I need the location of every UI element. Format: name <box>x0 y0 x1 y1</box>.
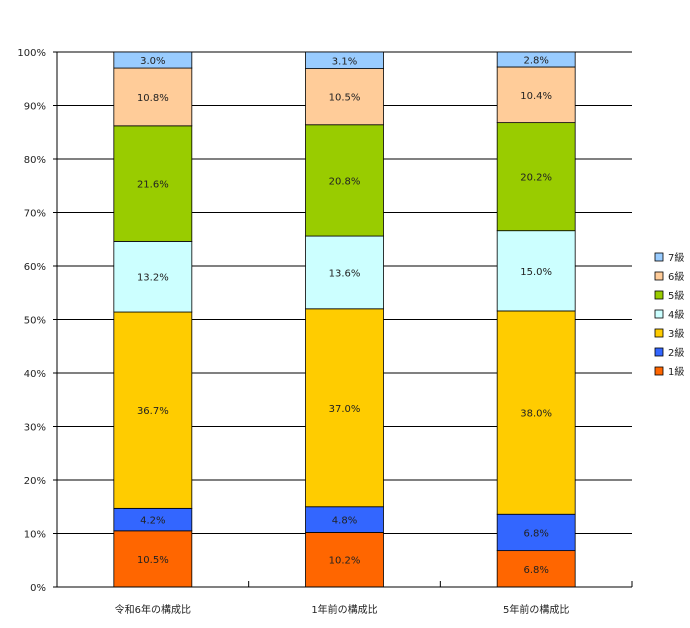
legend-swatch <box>654 366 664 376</box>
bars: 10.5% 4.2% 36.7% 13.2% 21.6% 10.8% 3.0% 10.2% 4.… <box>113 51 576 588</box>
bar-segment <box>305 235 384 310</box>
bar-segment <box>496 122 576 232</box>
data-label: 15.0% <box>520 267 552 278</box>
legend-label: 4級 <box>668 308 684 321</box>
data-label: 36.7% <box>137 406 169 417</box>
legend-swatch <box>654 309 664 319</box>
data-label: 10.8% <box>137 93 169 104</box>
y-tick-label: 100% <box>17 48 46 59</box>
x-category-label: 5年前の構成比 <box>503 603 569 616</box>
legend-swatch <box>654 328 664 338</box>
data-label: 3.0% <box>140 56 165 67</box>
bar-segment <box>305 308 384 508</box>
bar-segment <box>113 67 193 127</box>
y-tick-label: 40% <box>24 369 46 380</box>
bar-segment <box>113 311 193 509</box>
axes: 0% 10% 20% 30% 40% 50% 60% 70% 80% 90% 100% 令和6年の構成… <box>17 48 633 616</box>
data-label: 4.8% <box>332 516 357 527</box>
bar-segment <box>305 532 384 588</box>
data-label: 10.5% <box>329 93 361 104</box>
data-label: 20.8% <box>329 176 361 187</box>
y-tick-label: 70% <box>24 209 46 220</box>
y-tick-label: 10% <box>24 530 46 541</box>
legend-swatch <box>654 252 664 262</box>
data-label: 3.1% <box>332 56 357 67</box>
bar-segment <box>496 310 576 515</box>
legend: 7級 6級 5級 4級 3級 2級 1級 <box>654 251 684 378</box>
legend-label: 1級 <box>668 365 684 378</box>
bar-segment <box>113 125 193 242</box>
legend-swatch <box>654 347 664 357</box>
data-label: 10.2% <box>329 556 361 567</box>
data-label: 6.8% <box>523 528 548 539</box>
bar-segment <box>496 51 576 68</box>
legend-label: 5級 <box>668 289 684 302</box>
bar-segment <box>113 240 193 313</box>
legend-label: 7級 <box>668 251 684 264</box>
data-label: 13.6% <box>329 268 361 279</box>
data-label: 21.6% <box>137 180 169 191</box>
bar-segment <box>305 124 384 237</box>
legend-swatch <box>654 271 664 281</box>
data-label: 20.2% <box>520 173 552 184</box>
data-label: 4.2% <box>140 516 165 527</box>
data-label: 2.8% <box>523 55 548 66</box>
bar-segment <box>113 51 193 69</box>
y-tick-label: 50% <box>24 316 46 327</box>
y-tick-label: 30% <box>24 423 46 434</box>
legend-label: 2級 <box>668 346 684 359</box>
bar-segment <box>496 550 576 588</box>
legend-label: 3級 <box>668 327 684 340</box>
x-category-label: 令和6年の構成比 <box>115 603 191 616</box>
y-tick-label: 90% <box>24 102 46 113</box>
y-tick-label: 60% <box>24 262 46 273</box>
bar-segment <box>496 66 576 124</box>
data-label: 37.0% <box>329 404 361 415</box>
legend-label: 6級 <box>668 270 684 283</box>
bar-segment <box>305 51 384 69</box>
data-label: 10.4% <box>520 91 552 102</box>
bar-segment <box>496 513 576 552</box>
x-category-label: 1年前の構成比 <box>311 603 377 616</box>
y-tick-label: 80% <box>24 155 46 166</box>
bar-segment <box>305 68 384 126</box>
data-label: 6.8% <box>523 565 548 576</box>
y-tick-label: 0% <box>30 583 46 594</box>
data-label: 10.5% <box>137 555 169 566</box>
legend-swatch <box>654 290 664 300</box>
y-tick-label: 20% <box>24 476 46 487</box>
data-label: 38.0% <box>520 409 552 420</box>
data-label: 13.2% <box>137 273 169 284</box>
